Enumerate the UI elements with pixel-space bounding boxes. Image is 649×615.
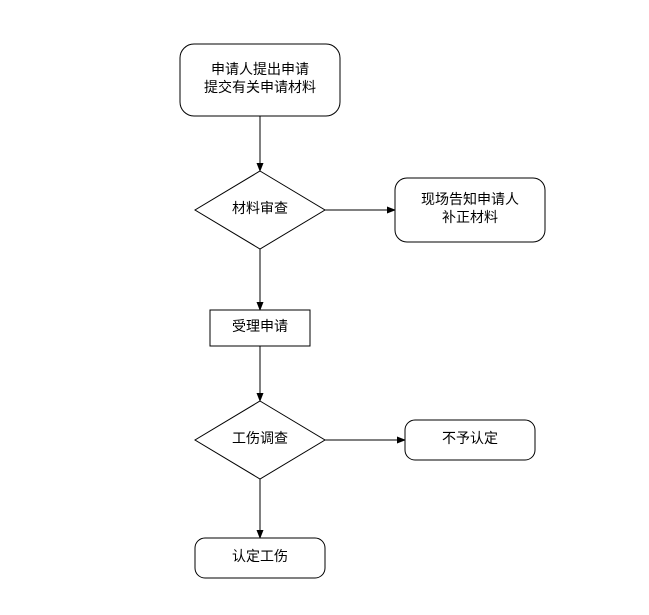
flow-node-n6: 不予认定 [405, 420, 535, 460]
node-label: 不予认定 [442, 431, 498, 447]
flowchart-canvas: 申请人提出申请提交有关申请材料材料审查现场告知申请人补正材料受理申请工伤调查不予… [0, 0, 649, 615]
flow-node-n2: 材料审查 [195, 171, 325, 249]
flow-node-n3: 现场告知申请人补正材料 [395, 178, 545, 242]
node-label: 工伤调查 [232, 431, 288, 447]
nodes-layer: 申请人提出申请提交有关申请材料材料审查现场告知申请人补正材料受理申请工伤调查不予… [180, 44, 545, 578]
node-label: 现场告知申请人 [421, 191, 519, 208]
node-label: 申请人提出申请 [211, 62, 309, 78]
node-shape [395, 178, 545, 242]
flow-node-n1: 申请人提出申请提交有关申请材料 [180, 44, 340, 116]
node-label: 提交有关申请材料 [204, 79, 316, 96]
node-label: 认定工伤 [232, 549, 288, 565]
flow-node-n4: 受理申请 [210, 310, 310, 346]
node-label: 受理申请 [232, 319, 288, 335]
flow-node-n5: 工伤调查 [195, 401, 325, 479]
node-label: 补正材料 [442, 210, 498, 226]
flow-node-n7: 认定工伤 [195, 538, 325, 578]
node-shape [180, 44, 340, 116]
node-label: 材料审查 [232, 201, 288, 217]
